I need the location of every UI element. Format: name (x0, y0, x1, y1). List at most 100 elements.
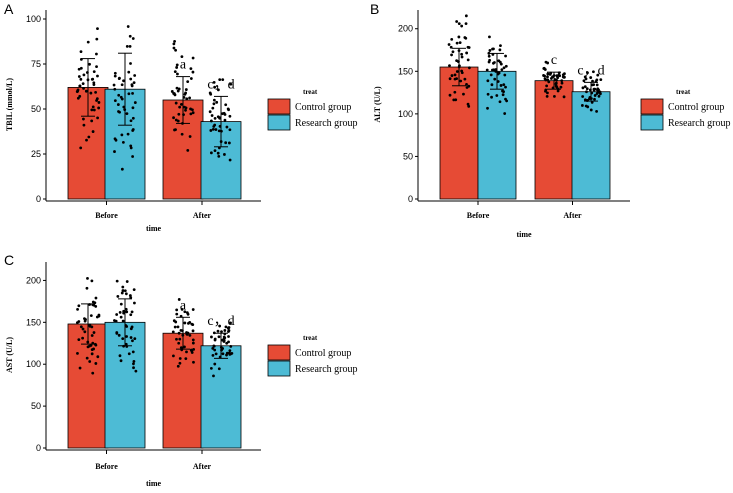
data-point (127, 70, 131, 74)
data-point (118, 354, 122, 358)
data-point (92, 331, 96, 334)
data-point (90, 108, 94, 112)
data-point (180, 132, 184, 136)
panel-b: B 0 50 100 150 200 ALT (U/L) c c，d Before After tim… (370, 1, 730, 239)
data-point (95, 52, 98, 56)
data-point (176, 325, 180, 329)
data-point (455, 59, 459, 63)
panel-letter: A (4, 1, 14, 17)
data-point (585, 90, 588, 94)
x-tick-label: Before (467, 211, 490, 220)
data-point (178, 105, 182, 109)
data-point (212, 374, 215, 378)
data-point (217, 154, 221, 158)
data-point (175, 66, 179, 69)
data-point (559, 85, 563, 89)
data-point (447, 43, 451, 46)
data-point (457, 22, 461, 25)
data-point (595, 78, 599, 82)
data-point (82, 86, 85, 90)
legend-title: treat (303, 88, 318, 96)
data-point (453, 90, 457, 94)
data-point (499, 44, 502, 48)
data-point (223, 113, 227, 116)
data-point (129, 62, 132, 65)
data-point (95, 97, 99, 101)
data-point (127, 352, 131, 356)
x-tick-label: After (563, 211, 582, 220)
legend-title: treat (676, 88, 691, 96)
legend-item-label: Research group (295, 364, 357, 375)
data-point (543, 74, 546, 78)
data-point (595, 83, 599, 87)
data-point (217, 129, 221, 133)
data-point (504, 85, 507, 89)
data-point (125, 280, 129, 283)
data-point (183, 321, 187, 325)
data-point (115, 279, 119, 283)
data-point (177, 87, 181, 91)
data-point (77, 304, 81, 308)
data-point (191, 341, 195, 345)
data-point (90, 352, 94, 356)
data-point (124, 307, 128, 311)
data-point (113, 150, 116, 153)
data-point (544, 89, 547, 93)
data-point (460, 55, 464, 59)
data-point (448, 77, 452, 81)
bar-research-group-after (571, 91, 611, 200)
data-point (221, 78, 225, 81)
data-point (580, 104, 584, 107)
data-point (227, 141, 231, 145)
data-point (77, 338, 81, 341)
data-point (183, 345, 186, 349)
data-point (489, 73, 493, 77)
data-point (542, 66, 546, 70)
data-point (117, 93, 121, 97)
data-point (589, 108, 593, 112)
data-point (191, 56, 195, 60)
data-point (79, 50, 83, 54)
data-point (450, 37, 454, 41)
data-point (218, 78, 222, 82)
data-point (186, 80, 190, 84)
data-point (82, 123, 86, 127)
data-point (122, 79, 125, 83)
data-point (467, 46, 471, 49)
data-point (131, 106, 135, 110)
data-point (176, 89, 180, 93)
data-point (76, 96, 80, 100)
data-point (90, 119, 94, 123)
data-point (556, 76, 560, 80)
data-point (90, 348, 94, 352)
data-point (210, 114, 214, 117)
data-point (94, 362, 98, 365)
data-point (89, 314, 93, 317)
data-point (94, 304, 98, 308)
data-point (132, 81, 136, 85)
y-tick-label: 0 (36, 443, 41, 453)
data-point (227, 326, 231, 329)
data-point (229, 321, 232, 325)
data-point (487, 54, 491, 58)
data-point (189, 348, 193, 352)
x-tick-label: Before (95, 462, 118, 471)
data-point (121, 140, 125, 144)
data-point (92, 70, 96, 74)
data-point (218, 324, 222, 328)
significance-annotation: c，d (207, 314, 234, 329)
data-point (504, 97, 507, 101)
data-point (593, 97, 596, 101)
data-point (97, 106, 101, 110)
data-point (96, 74, 99, 78)
data-point (462, 92, 465, 96)
data-point (77, 75, 81, 78)
data-point (455, 20, 459, 23)
data-point (175, 308, 179, 312)
data-point (210, 335, 213, 339)
data-point (554, 81, 558, 85)
data-point (592, 70, 595, 74)
data-point (87, 135, 91, 139)
data-point (209, 129, 213, 132)
y-tick-label: 100 (398, 109, 413, 119)
